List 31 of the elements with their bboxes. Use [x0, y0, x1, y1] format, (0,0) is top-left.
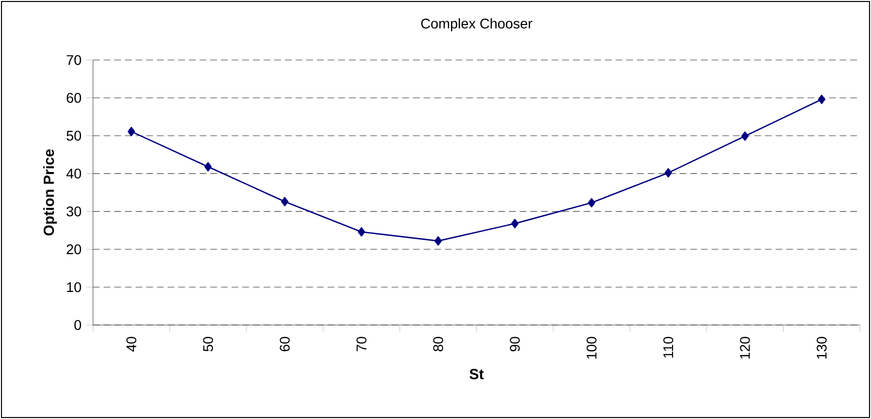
point: [358, 227, 366, 237]
point: [664, 168, 672, 178]
y-tick-label: 60: [66, 92, 82, 103]
chart-title: Complex Chooser: [421, 18, 532, 32]
point: [511, 218, 519, 228]
x-tick-label: 90: [510, 336, 520, 352]
point: [128, 126, 136, 136]
point: [281, 196, 288, 206]
x-axis-title: St: [470, 368, 484, 380]
y-tick-label: 30: [66, 206, 82, 216]
y-axis-title: Option Price: [43, 149, 57, 236]
x-tick-label: 70: [356, 336, 366, 352]
x-tick-label: 120: [740, 336, 750, 359]
x-tick-label: 100: [586, 336, 597, 359]
x-tick-label: 40: [126, 336, 136, 352]
y-tick-label: 20: [66, 244, 82, 254]
y-tick-label: 50: [66, 130, 82, 141]
point: [741, 131, 749, 141]
point: [204, 162, 212, 172]
x-tick-label: 130: [816, 336, 827, 359]
y-tick-label: 40: [66, 168, 82, 179]
point: [588, 198, 596, 208]
y-tick-label: 0: [74, 320, 82, 330]
x-tick-label: 80: [433, 336, 444, 352]
x-tick-label: 60: [280, 336, 290, 352]
y-tick-label: 70: [66, 55, 82, 65]
point: [818, 94, 826, 104]
x-tick-label: 50: [203, 336, 214, 352]
x-tick-label: 110: [663, 336, 674, 358]
point: [434, 236, 442, 246]
y-tick-label: 10: [67, 282, 82, 292]
